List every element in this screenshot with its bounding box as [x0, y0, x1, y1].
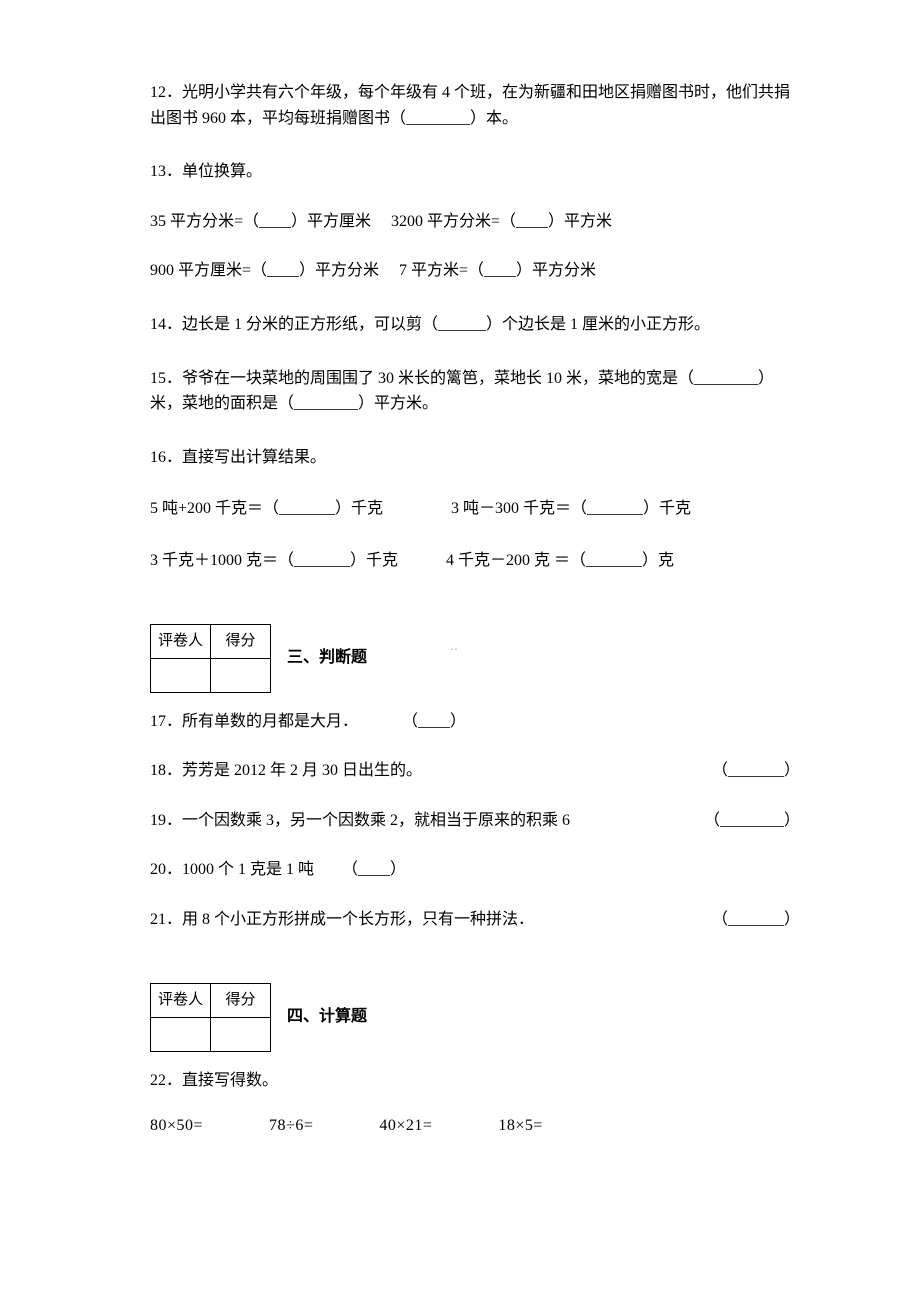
question-13-row1: 35 平方分米=（____）平方厘米 3200 平方分米=（____）平方米: [150, 209, 800, 235]
score-table-4-v1: [151, 1017, 211, 1051]
section-4-title: 四、计算题: [287, 1004, 367, 1030]
question-18-paren: （_______）: [712, 758, 800, 784]
question-19-text: 19．一个因数乘 3，另一个因数乘 2，就相当于原来的积乘 6: [150, 812, 570, 829]
question-14-text: 14．边长是 1 分米的正方形纸，可以剪（______）个边长是 1 厘米的小正…: [150, 316, 710, 333]
section-3-header: 评卷人 得分 三、判断题: [150, 624, 800, 693]
question-12: 12．光明小学共有六个年级，每个年级有 4 个班，在为新疆和田地区捐赠图书时，他…: [150, 80, 800, 131]
question-22: 22．直接写得数。 80×50= 78÷6= 40×21= 18×5=: [150, 1068, 800, 1139]
question-17: 17．所有单数的月都是大月． （____）: [150, 709, 800, 735]
question-18: 18．芳芳是 2012 年 2 月 30 日出生的。 （_______）: [150, 758, 800, 784]
score-table-3-v2: [211, 658, 271, 692]
score-table-4-h1: 评卷人: [151, 983, 211, 1017]
score-table-3-v1: [151, 658, 211, 692]
question-16-row1: 5 吨+200 千克＝（_______）千克 3 吨－300 千克＝（_____…: [150, 496, 800, 522]
question-13: 13．单位换算。 35 平方分米=（____）平方厘米 3200 平方分米=（_…: [150, 159, 800, 284]
score-table-4-h2: 得分: [211, 983, 271, 1017]
score-table-4: 评卷人 得分: [150, 983, 271, 1052]
page-content: 12．光明小学共有六个年级，每个年级有 4 个班，在为新疆和田地区捐赠图书时，他…: [150, 80, 800, 1139]
question-21-text: 21．用 8 个小正方形拼成一个长方形，只有一种拼法．: [150, 911, 534, 928]
question-17-paren: （____）: [402, 713, 466, 730]
score-table-3-h2: 得分: [211, 624, 271, 658]
question-14: 14．边长是 1 分米的正方形纸，可以剪（______）个边长是 1 厘米的小正…: [150, 312, 800, 338]
question-15-text: 15．爷爷在一块菜地的周围围了 30 米长的篱笆，菜地长 10 米，菜地的宽是（…: [150, 370, 774, 413]
center-marker: ··: [450, 640, 458, 659]
question-16: 16．直接写出计算结果。 5 吨+200 千克＝（_______）千克 3 吨－…: [150, 445, 800, 574]
question-19-paren: （________）: [704, 808, 800, 834]
section-4-header: 评卷人 得分 四、计算题: [150, 983, 800, 1052]
score-table-3: 评卷人 得分: [150, 624, 271, 693]
score-table-4-v2: [211, 1017, 271, 1051]
question-15: 15．爷爷在一块菜地的周围围了 30 米长的篱笆，菜地长 10 米，菜地的宽是（…: [150, 366, 800, 417]
question-20-text: 20．1000 个 1 克是 1 吨: [150, 861, 314, 878]
question-20-paren: （____）: [342, 861, 406, 878]
question-20: 20．1000 个 1 克是 1 吨 （____）: [150, 857, 800, 883]
question-22-row1: 80×50= 78÷6= 40×21= 18×5=: [150, 1113, 800, 1139]
section-3-title: 三、判断题: [287, 645, 367, 671]
score-table-3-h1: 评卷人: [151, 624, 211, 658]
question-16-row2: 3 千克＋1000 克＝（_______）千克 4 千克－200 克 ＝（___…: [150, 548, 800, 574]
question-16-title: 16．直接写出计算结果。: [150, 445, 800, 471]
question-13-title: 13．单位换算。: [150, 159, 800, 185]
question-22-title: 22．直接写得数。: [150, 1068, 800, 1094]
question-17-text: 17．所有单数的月都是大月．: [150, 713, 358, 730]
question-18-text: 18．芳芳是 2012 年 2 月 30 日出生的。: [150, 762, 422, 779]
question-13-row2: 900 平方厘米=（____）平方分米 7 平方米=（____）平方分米: [150, 258, 800, 284]
question-21: 21．用 8 个小正方形拼成一个长方形，只有一种拼法． （_______）: [150, 907, 800, 933]
question-12-text: 12．光明小学共有六个年级，每个年级有 4 个班，在为新疆和田地区捐赠图书时，他…: [150, 84, 790, 127]
question-21-paren: （_______）: [712, 907, 800, 933]
question-19: 19．一个因数乘 3，另一个因数乘 2，就相当于原来的积乘 6 （_______…: [150, 808, 800, 834]
